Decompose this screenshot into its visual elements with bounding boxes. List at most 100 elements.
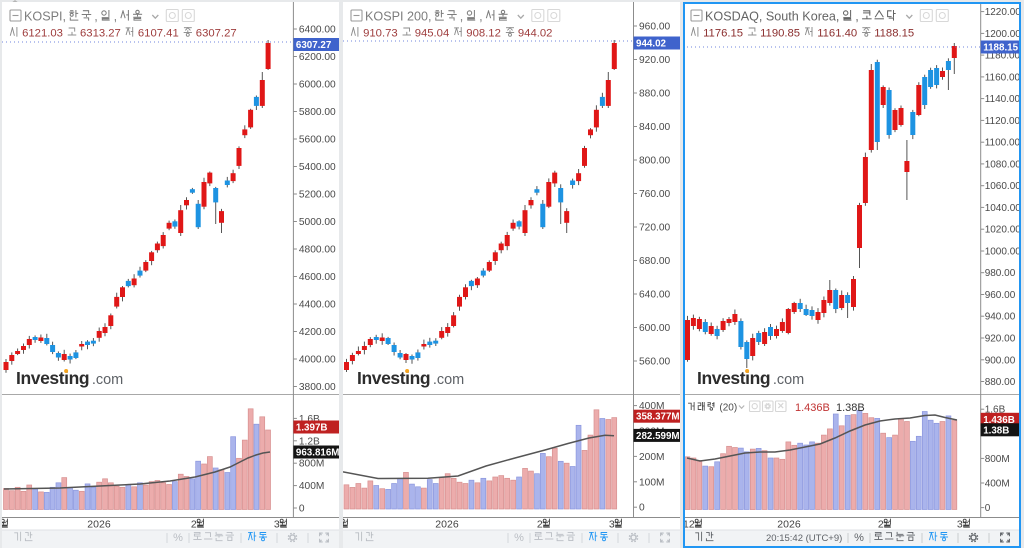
svg-text:Investing: Investing xyxy=(16,368,89,388)
svg-text:6000.00: 6000.00 xyxy=(299,80,336,91)
svg-text:1220.00: 1220.00 xyxy=(985,7,1021,18)
svg-text:880.00: 880.00 xyxy=(985,377,1016,388)
svg-text:1.38B: 1.38B xyxy=(836,402,865,414)
svg-text:.com: .com xyxy=(433,372,464,388)
svg-text:920.00: 920.00 xyxy=(639,55,670,66)
svg-text:1140.00: 1140.00 xyxy=(985,94,1021,105)
svg-text:4800.00: 4800.00 xyxy=(299,245,336,256)
svg-text:6307.27: 6307.27 xyxy=(296,40,332,51)
svg-text:1188.15: 1188.15 xyxy=(983,43,1018,54)
svg-text:800M: 800M xyxy=(299,459,324,470)
svg-text:3: 3 xyxy=(609,519,615,531)
svg-text:980.00: 980.00 xyxy=(985,268,1016,279)
svg-text:1190.85: 1190.85 xyxy=(760,28,800,40)
svg-text:KOSPI,: KOSPI, xyxy=(24,10,66,24)
svg-text:282.599M: 282.599M xyxy=(636,431,680,442)
svg-text:2026: 2026 xyxy=(435,519,459,531)
svg-text:3: 3 xyxy=(274,519,280,531)
svg-text:1161.40: 1161.40 xyxy=(817,28,857,40)
svg-text:900.00: 900.00 xyxy=(985,355,1016,366)
svg-text:944.02: 944.02 xyxy=(518,28,553,40)
svg-text:680.00: 680.00 xyxy=(639,256,670,267)
svg-text:KOSDAQ, South Korea,: KOSDAQ, South Korea, xyxy=(705,10,839,24)
svg-text:5200.00: 5200.00 xyxy=(299,190,336,201)
svg-text:960.00: 960.00 xyxy=(639,22,670,33)
svg-text:5600.00: 5600.00 xyxy=(299,135,336,146)
svg-text:.com: .com xyxy=(773,372,804,388)
svg-text:1160.00: 1160.00 xyxy=(985,72,1021,83)
svg-text:Investing: Investing xyxy=(697,368,770,388)
svg-text:910.73: 910.73 xyxy=(363,28,398,40)
svg-text:2: 2 xyxy=(878,519,884,531)
svg-text:800M: 800M xyxy=(985,454,1010,465)
svg-text:963.816M: 963.816M xyxy=(296,448,339,459)
svg-text:Investing: Investing xyxy=(357,368,430,388)
svg-text:908.12: 908.12 xyxy=(466,28,501,40)
svg-text:6307.27: 6307.27 xyxy=(196,28,237,40)
svg-text:1060.00: 1060.00 xyxy=(985,181,1021,192)
svg-text:560.00: 560.00 xyxy=(639,357,670,368)
svg-text:640.00: 640.00 xyxy=(639,290,670,301)
svg-text:0: 0 xyxy=(985,503,991,514)
svg-text:760.00: 760.00 xyxy=(639,189,670,200)
svg-text:1100.00: 1100.00 xyxy=(985,138,1021,149)
svg-text:1180.00: 1180.00 xyxy=(985,51,1021,62)
svg-text:3800.00: 3800.00 xyxy=(299,382,336,393)
svg-text:358.377M: 358.377M xyxy=(636,412,680,423)
svg-text:0: 0 xyxy=(299,504,305,515)
svg-text:1.436B: 1.436B xyxy=(795,402,830,414)
svg-text:1.436B: 1.436B xyxy=(983,415,1015,426)
svg-text:944.02: 944.02 xyxy=(636,39,667,50)
svg-text:800.00: 800.00 xyxy=(639,156,670,167)
svg-text:1000.00: 1000.00 xyxy=(985,247,1021,258)
svg-text:1188.15: 1188.15 xyxy=(874,28,914,40)
svg-text:720.00: 720.00 xyxy=(639,223,670,234)
svg-text:5000.00: 5000.00 xyxy=(299,217,336,228)
svg-text:200M: 200M xyxy=(639,452,664,463)
svg-text:2026: 2026 xyxy=(87,519,111,531)
svg-text:0: 0 xyxy=(639,503,645,514)
svg-text:6313.27: 6313.27 xyxy=(80,28,121,40)
svg-text:2: 2 xyxy=(537,519,543,531)
svg-text:1.6B: 1.6B xyxy=(985,405,1006,416)
svg-text:12: 12 xyxy=(683,519,695,531)
svg-text:1.397B: 1.397B xyxy=(296,423,328,434)
svg-text:(20): (20) xyxy=(719,403,737,414)
svg-text:400M: 400M xyxy=(639,401,664,412)
svg-text:,: , xyxy=(114,10,118,24)
svg-text:880.00: 880.00 xyxy=(639,89,670,100)
svg-text:945.04: 945.04 xyxy=(415,28,450,40)
svg-text:%: % xyxy=(854,532,864,544)
svg-text:1.6B: 1.6B xyxy=(299,414,320,425)
svg-text:%: % xyxy=(514,532,524,544)
svg-text:920.00: 920.00 xyxy=(985,334,1016,345)
svg-text:,: , xyxy=(94,10,98,24)
svg-text:6107.41: 6107.41 xyxy=(138,28,179,40)
svg-text:6200.00: 6200.00 xyxy=(299,52,336,63)
svg-text:5400.00: 5400.00 xyxy=(299,162,336,173)
svg-text:2: 2 xyxy=(191,519,197,531)
svg-text:1020.00: 1020.00 xyxy=(985,225,1021,236)
svg-text:6121.03: 6121.03 xyxy=(22,28,63,40)
svg-text:,: , xyxy=(479,10,483,24)
svg-text:1040.00: 1040.00 xyxy=(985,203,1021,214)
svg-text:4000.00: 4000.00 xyxy=(299,355,336,366)
svg-text:940.00: 940.00 xyxy=(985,312,1016,323)
svg-text:KOSPI 200,: KOSPI 200, xyxy=(365,10,432,24)
svg-text:,: , xyxy=(855,10,859,24)
svg-text:4200.00: 4200.00 xyxy=(299,327,336,338)
svg-text:1.38B: 1.38B xyxy=(983,425,1009,436)
svg-text:600.00: 600.00 xyxy=(639,323,670,334)
svg-text:840.00: 840.00 xyxy=(639,122,670,133)
svg-text:,: , xyxy=(460,10,464,24)
svg-text:4400.00: 4400.00 xyxy=(299,300,336,311)
svg-text:400M: 400M xyxy=(299,481,324,492)
svg-text:100M: 100M xyxy=(639,477,664,488)
svg-text:.com: .com xyxy=(92,372,123,388)
svg-text:6400.00: 6400.00 xyxy=(299,25,336,36)
svg-text:4600.00: 4600.00 xyxy=(299,272,336,283)
svg-text:1120.00: 1120.00 xyxy=(985,116,1021,127)
svg-text:5800.00: 5800.00 xyxy=(299,107,336,118)
svg-text:1080.00: 1080.00 xyxy=(985,159,1021,170)
svg-text:400M: 400M xyxy=(985,479,1010,490)
